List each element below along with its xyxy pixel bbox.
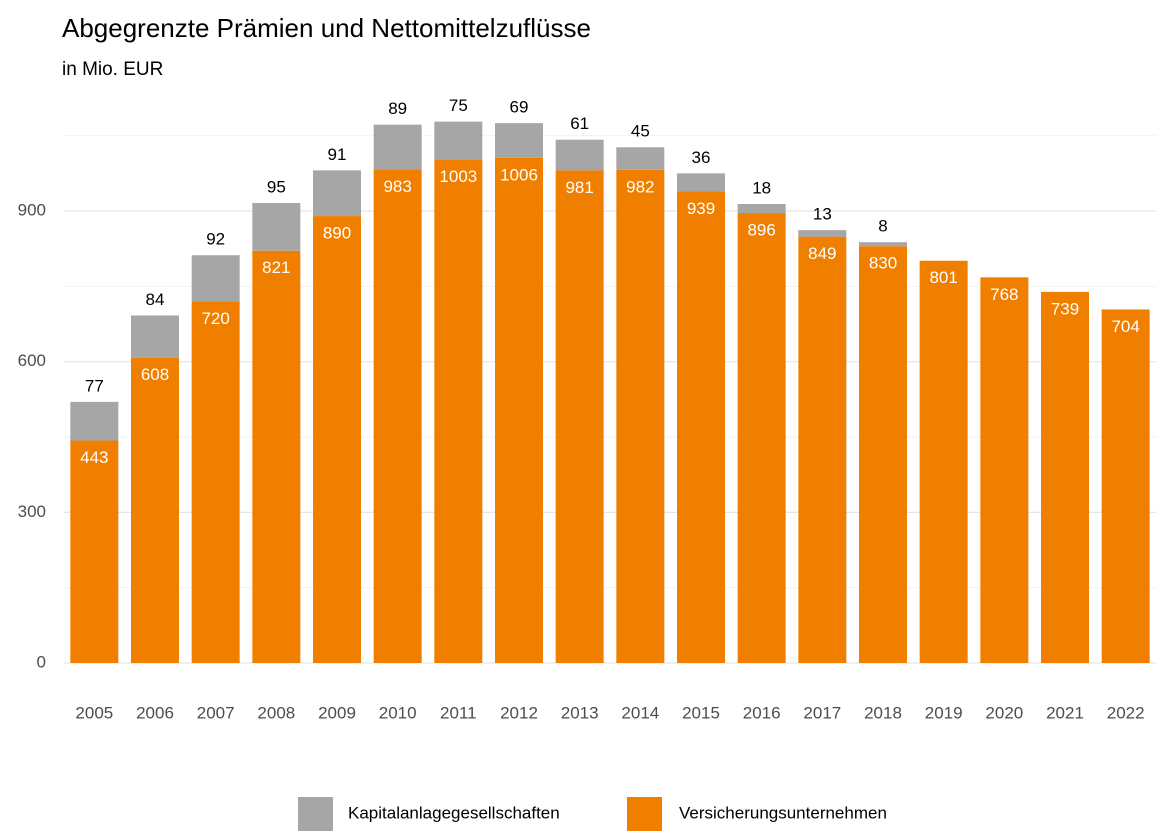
bar-segment (980, 277, 1029, 663)
bar-segment (737, 213, 786, 663)
x-tick-label: 2022 (1107, 703, 1145, 722)
x-tick-label: 2016 (743, 703, 781, 722)
bar-segment (616, 169, 665, 663)
data-label: 982 (626, 177, 654, 196)
data-label: 95 (267, 177, 286, 196)
bar-segment (70, 440, 119, 663)
x-tick-label: 2021 (1046, 703, 1084, 722)
bar-segment (252, 250, 301, 663)
x-tick-label: 2017 (803, 703, 841, 722)
x-tick-label: 2013 (561, 703, 599, 722)
legend-label: Versicherungsunternehmen (679, 803, 887, 822)
data-label: 91 (328, 145, 347, 164)
x-tick-label: 2011 (440, 703, 477, 722)
y-tick-label: 900 (18, 201, 46, 220)
y-tick-label: 0 (37, 652, 46, 671)
chart-subtitle: in Mio. EUR (62, 59, 163, 80)
data-label: 36 (692, 148, 711, 167)
data-label: 821 (262, 258, 290, 277)
y-tick-label: 600 (18, 351, 46, 370)
data-label: 92 (206, 230, 225, 249)
bar-segment (131, 357, 179, 663)
bar-segment (373, 169, 422, 663)
data-label: 890 (323, 224, 351, 243)
bar-segment (495, 123, 543, 158)
bar-segment (313, 170, 361, 217)
data-label: 768 (990, 285, 1018, 304)
x-tick-label: 2020 (985, 703, 1023, 722)
data-label: 89 (388, 99, 407, 118)
data-label: 704 (1111, 317, 1139, 336)
data-label: 84 (146, 290, 165, 309)
data-label: 69 (510, 98, 529, 117)
x-tick-label: 2006 (136, 703, 174, 722)
legend-swatch (298, 797, 333, 831)
bar-segment (798, 230, 847, 237)
bar-segment (677, 173, 725, 192)
x-tick-label: 2012 (500, 703, 538, 722)
x-tick-label: 2014 (621, 703, 659, 722)
data-label: 896 (747, 221, 775, 240)
bar-segment (1041, 291, 1089, 663)
data-label: 1006 (500, 165, 538, 184)
x-tick-label: 2009 (318, 703, 356, 722)
bar-segment (555, 170, 604, 664)
data-label: 18 (752, 178, 771, 197)
data-label: 720 (201, 309, 229, 328)
bar-segment (131, 315, 179, 358)
x-tick-label: 2005 (75, 703, 113, 722)
legend-label: Kapitalanlagegesellschaften (348, 803, 560, 822)
legend-swatch (627, 797, 662, 831)
chart-title: Abgegrenzte Prämien und Nettomittelzuflü… (62, 13, 591, 43)
data-label: 608 (141, 365, 169, 384)
data-label: 13 (813, 205, 832, 224)
data-label: 77 (85, 376, 104, 395)
data-label: 801 (929, 268, 957, 287)
bar-segment (191, 255, 240, 302)
x-tick-label: 2019 (925, 703, 963, 722)
data-label: 75 (449, 96, 468, 115)
x-tick-label: 2018 (864, 703, 902, 722)
bar-segment (859, 246, 907, 663)
data-label: 939 (687, 199, 715, 218)
data-label: 45 (631, 122, 650, 141)
data-label: 1003 (439, 167, 477, 186)
y-tick-label: 300 (18, 502, 46, 521)
bar-segment (70, 401, 119, 441)
bar-segment (373, 124, 422, 170)
bar-segment (495, 157, 543, 663)
bar-segment (434, 121, 483, 160)
bar-segment (313, 216, 361, 664)
data-label: 983 (383, 177, 411, 196)
data-label: 849 (808, 244, 836, 263)
x-tick-label: 2015 (682, 703, 720, 722)
bar-segment (616, 147, 665, 170)
bar-segment (737, 204, 786, 214)
data-label: 443 (80, 448, 108, 467)
data-label: 8 (878, 217, 887, 236)
data-label: 61 (570, 114, 589, 133)
data-label: 830 (869, 254, 897, 273)
bar-segment (919, 260, 968, 663)
bar-segment (191, 301, 240, 663)
bar-segment (798, 236, 847, 663)
data-label: 981 (565, 178, 593, 197)
bar-segment (677, 191, 725, 663)
data-label: 739 (1051, 299, 1079, 318)
bar-segment (555, 139, 604, 171)
bar-segment (1101, 309, 1150, 663)
x-tick-label: 2008 (257, 703, 295, 722)
x-tick-label: 2010 (379, 703, 417, 722)
bar-segment (434, 159, 483, 663)
x-tick-label: 2007 (197, 703, 235, 722)
bar-segment (252, 203, 301, 251)
bar-segment (859, 242, 907, 247)
